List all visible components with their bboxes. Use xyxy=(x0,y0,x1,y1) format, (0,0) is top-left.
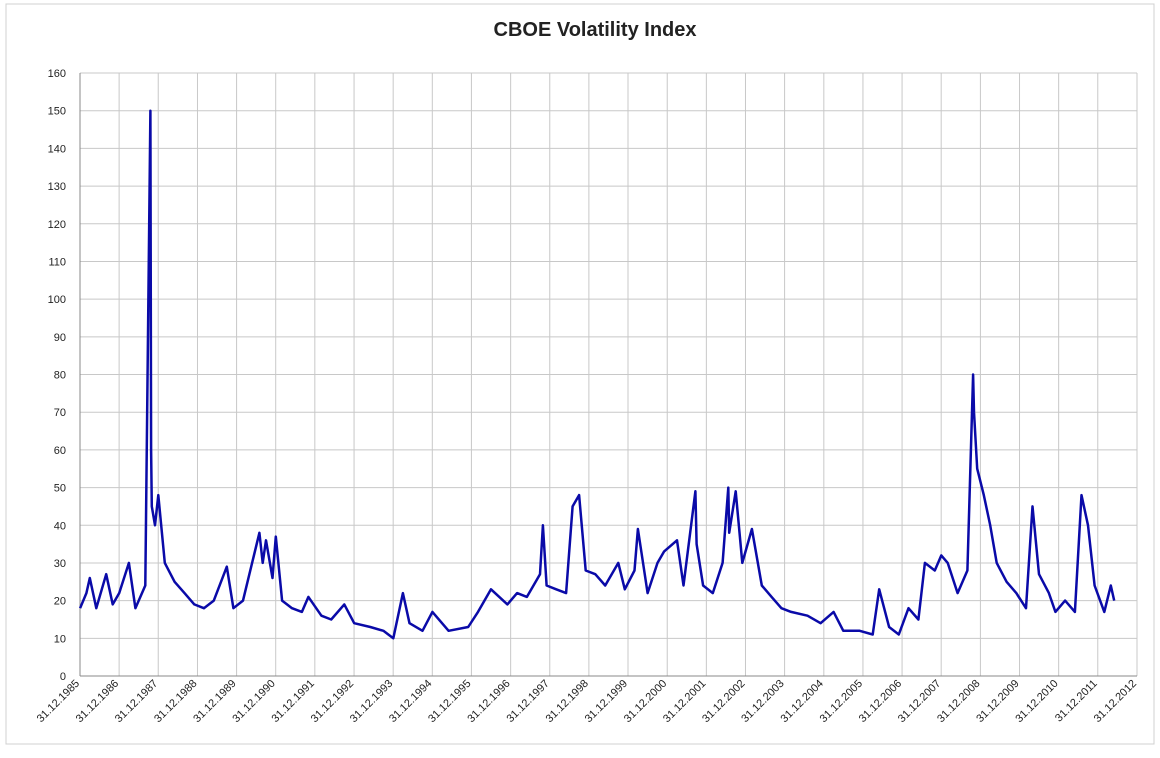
chart-border xyxy=(5,3,1155,745)
y-tick-label: 0 xyxy=(60,671,66,683)
y-tick-label: 50 xyxy=(54,483,66,495)
y-tick-label: 60 xyxy=(54,445,66,457)
y-tick-label: 90 xyxy=(54,332,66,344)
y-tick-label: 10 xyxy=(54,633,66,645)
y-tick-label: 70 xyxy=(54,407,66,419)
line-series xyxy=(78,109,1116,640)
y-tick-label: 20 xyxy=(54,596,66,608)
y-tick-label: 80 xyxy=(54,370,66,382)
y-tick-label: 140 xyxy=(48,143,66,155)
y-tick-label: 150 xyxy=(48,106,66,118)
x-tick-label: 31.12.2012 xyxy=(1092,678,1139,725)
y-tick-label: 160 xyxy=(48,68,66,80)
y-tick-label: 130 xyxy=(48,181,66,193)
y-tick-label: 120 xyxy=(48,219,66,231)
y-tick-label: 30 xyxy=(54,558,66,570)
y-tick-label: 110 xyxy=(48,256,66,268)
y-tick-label: 40 xyxy=(54,520,66,532)
chart-title: CBOE Volatility Index xyxy=(494,19,697,41)
y-tick-label: 100 xyxy=(48,294,66,306)
